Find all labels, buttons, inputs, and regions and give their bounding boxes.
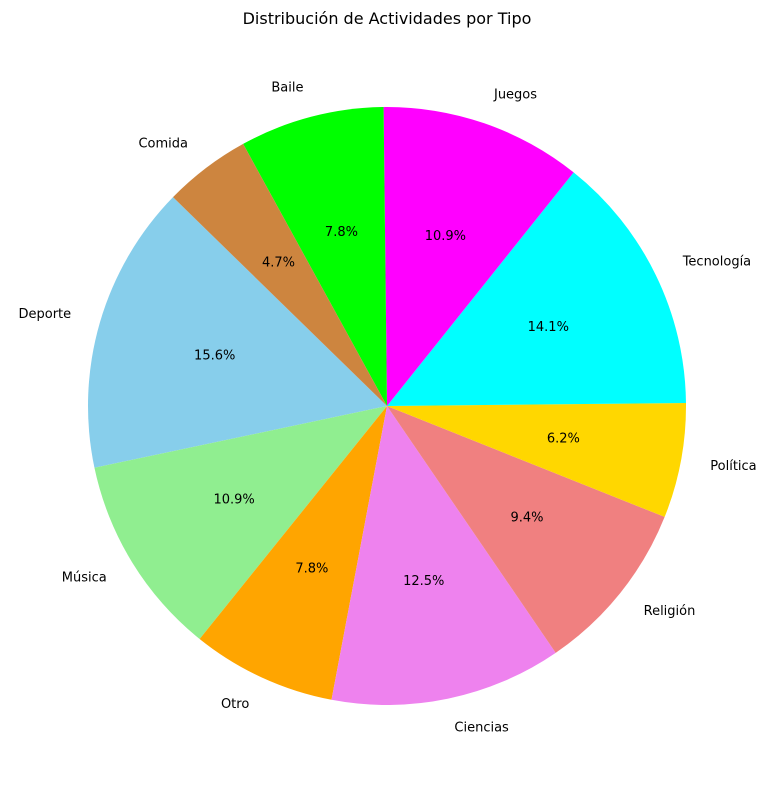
category-label-comida: Comida (138, 137, 188, 152)
pie-labels: 15.6% Deporte 10.9% Música 7.8% Otro 12.5% Cien… (18, 80, 756, 735)
pie-slice-ciencias (331, 406, 556, 705)
pie-slice-tecnología (387, 172, 686, 406)
pie-slice-deporte (87, 197, 387, 468)
pie-slice-música (94, 406, 388, 640)
pct-label-ciencias: 12.5% (403, 574, 444, 589)
category-label-baile: Baile (271, 80, 303, 95)
pie-slice-juegos (383, 107, 574, 406)
category-label-ciencias: Ciencias (454, 720, 509, 735)
category-label-religión: Religión (644, 604, 696, 619)
category-label-deporte: Deporte (18, 307, 71, 322)
category-label-política: Política (710, 459, 756, 474)
pct-label-política: 6.2% (547, 432, 580, 447)
pie-slice-religión (387, 406, 665, 653)
pct-label-baile: 7.8% (325, 225, 358, 240)
pie-slice-comida (173, 143, 387, 407)
pct-label-juegos: 10.9% (425, 229, 466, 244)
pie-slice-baile (243, 107, 387, 406)
pie-slice-política (387, 403, 686, 517)
category-label-otro: Otro (221, 697, 249, 712)
category-label-juegos: Juegos (493, 87, 537, 102)
pct-label-tecnología: 14.1% (528, 320, 569, 335)
pct-label-religión: 9.4% (510, 511, 543, 526)
pct-label-comida: 4.7% (262, 256, 295, 271)
pie-slices (87, 107, 686, 705)
pie-slice-otro (199, 406, 387, 700)
pct-label-música: 10.9% (213, 492, 254, 507)
pct-label-deporte: 15.6% (194, 348, 235, 363)
chart-title: Distribución de Actividades por Tipo (243, 9, 532, 28)
pct-label-otro: 7.8% (295, 561, 328, 576)
category-label-música: Música (62, 571, 107, 586)
category-label-tecnología: Tecnología (682, 254, 751, 269)
